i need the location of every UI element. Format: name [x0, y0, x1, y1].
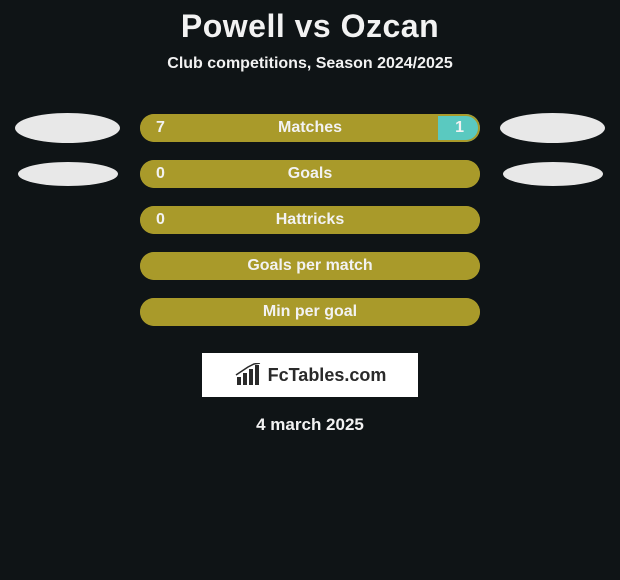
date-text: 4 march 2025: [0, 415, 620, 435]
stat-bar: Min per goal: [140, 298, 480, 326]
stat-bar: Goals per match: [140, 252, 480, 280]
stat-bar-label: Hattricks: [276, 211, 344, 229]
stat-row: Matches 7 1: [0, 105, 620, 151]
player-ellipse-icon: [500, 113, 605, 143]
stat-bar: Goals 0: [140, 160, 480, 188]
stat-rows: Matches 7 1 Goals 0 Hattricks 0 Goals per match…: [0, 105, 620, 335]
player-ellipse-icon: [15, 113, 120, 143]
player-ellipse-icon: [503, 162, 603, 186]
stat-row: Min per goal: [0, 289, 620, 335]
logo-chart-icon: [234, 363, 262, 387]
left-player-marker: [15, 251, 120, 281]
stat-bar: Matches 7 1: [140, 114, 480, 142]
stat-row: Hattricks 0: [0, 197, 620, 243]
stat-bar-label: Goals: [288, 165, 332, 183]
stat-bar-left-value: 0: [156, 165, 165, 183]
comparison-infographic: Powell vs Ozcan Club competitions, Seaso…: [0, 0, 620, 580]
right-player-marker: [500, 297, 605, 327]
stat-bar-label: Min per goal: [263, 303, 357, 321]
stat-bar-left-value: 7: [156, 119, 165, 137]
right-player-marker: [500, 113, 605, 143]
left-player-marker: [15, 159, 120, 189]
stat-bar-right-value: 1: [455, 119, 464, 137]
right-player-marker: [500, 159, 605, 189]
left-player-marker: [15, 205, 120, 235]
stat-row: Goals per match: [0, 243, 620, 289]
stat-bar: Hattricks 0: [140, 206, 480, 234]
right-player-marker: [500, 205, 605, 235]
stat-bar-left-value: 0: [156, 211, 165, 229]
page-subtitle: Club competitions, Season 2024/2025: [0, 55, 620, 73]
player-ellipse-icon: [18, 162, 118, 186]
stat-row: Goals 0: [0, 151, 620, 197]
right-player-marker: [500, 251, 605, 281]
logo-text: FcTables.com: [268, 365, 387, 386]
stat-bar-label: Goals per match: [247, 257, 372, 275]
page-title: Powell vs Ozcan: [0, 0, 620, 45]
left-player-marker: [15, 113, 120, 143]
logo-box: FcTables.com: [202, 353, 418, 397]
stat-bar-label: Matches: [278, 119, 342, 137]
left-player-marker: [15, 297, 120, 327]
